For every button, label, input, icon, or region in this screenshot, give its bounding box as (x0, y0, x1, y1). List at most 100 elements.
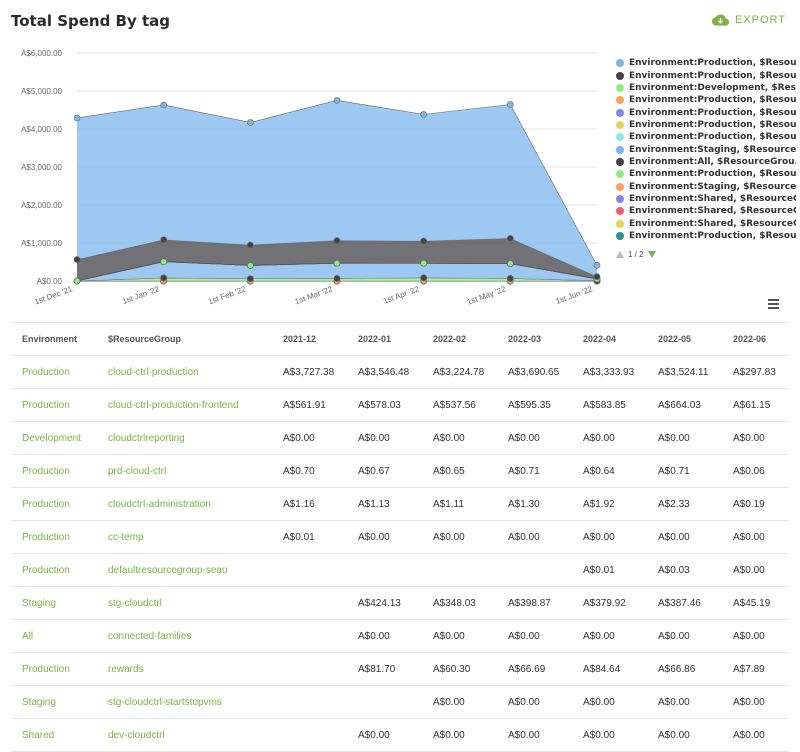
cost-cell: A$583.85 (572, 388, 647, 422)
cost-cell: A$0.00 (497, 520, 572, 554)
cost-cell: A$0.00 (647, 421, 722, 455)
chart-menu-icon[interactable] (768, 299, 779, 309)
legend-item[interactable]: Environment:Shared, $ResourceG... (616, 205, 796, 217)
cost-cell: A$0.00 (422, 685, 497, 719)
legend-item[interactable]: Environment:Shared, $ResourceG... (616, 193, 796, 205)
legend-item[interactable]: Environment:Production, $Resou... (616, 119, 796, 131)
legend-marker-icon (616, 157, 624, 166)
legend-item[interactable]: Environment:Shared, $ResourceG... (616, 217, 796, 229)
data-point (247, 275, 254, 283)
environment-cell[interactable]: Staging (11, 685, 97, 719)
column-header[interactable]: 2022-05 (647, 322, 722, 356)
cost-cell: A$664.03 (647, 388, 722, 422)
column-header[interactable]: $ResourceGroup (97, 322, 272, 356)
cost-cell: A$0.19 (722, 487, 789, 521)
legend-item[interactable]: Environment:Production, $Resou... (616, 168, 796, 180)
resource-group-cell[interactable]: defaultresourcegroup-seau (97, 553, 272, 587)
legend-item[interactable]: Environment:Staging, $Resource... (616, 143, 796, 155)
resource-group-cell[interactable]: rewards (97, 652, 272, 686)
legend-label: Environment:Staging, $Resource... (629, 181, 796, 192)
data-point (593, 273, 601, 280)
cost-cell: A$0.00 (422, 520, 497, 554)
table-header-row: Environment $ResourceGroup 2021-12 2022-01 2… (11, 322, 789, 356)
column-header[interactable]: 2022-06 (722, 322, 789, 356)
environment-cell[interactable]: Shared (11, 718, 97, 752)
cost-cell: A$0.00 (347, 718, 422, 752)
environment-cell[interactable]: Production (11, 652, 97, 686)
resource-group-cell[interactable]: cloudctrlreporting (97, 421, 272, 455)
legend-item[interactable]: Environment:Production, $Resou... (616, 106, 796, 118)
chart-legend: Environment:Production, $Resou... Environ… (616, 57, 796, 242)
legend-item[interactable]: Environment:Production, $Resou... (616, 57, 796, 69)
spend-table: Environment $ResourceGroup 2021-12 2022-01 2… (11, 322, 789, 752)
page-title: Total Spend By tag (11, 12, 171, 30)
cost-cell: A$348.03 (422, 586, 497, 620)
environment-cell[interactable]: Development (11, 421, 97, 455)
resource-group-cell[interactable]: dev-cloudctrl (97, 718, 272, 752)
cost-cell: A$0.00 (272, 421, 347, 455)
environment-cell[interactable]: Production (11, 520, 97, 554)
data-point (507, 275, 514, 282)
legend-item[interactable]: Environment:Production, $Resou... (616, 230, 796, 242)
data-point (247, 262, 254, 269)
cost-cell (272, 586, 347, 620)
environment-cell[interactable]: Production (11, 454, 97, 488)
cost-cell: A$0.00 (572, 619, 647, 653)
legend-item[interactable]: Environment:All, $ResourceGrou... (616, 156, 796, 168)
environment-cell[interactable]: Production (11, 553, 97, 587)
column-header[interactable]: 2022-01 (347, 322, 422, 356)
cost-cell: A$0.00 (347, 421, 422, 455)
cost-cell: A$3,333.93 (572, 355, 647, 389)
data-point (333, 275, 341, 282)
legend-item[interactable]: Environment:Production, $Resou... (616, 94, 796, 106)
resource-group-cell[interactable]: cloudctrl-administration (97, 487, 272, 521)
cost-cell: A$0.01 (272, 520, 347, 554)
cost-cell: A$0.00 (422, 718, 497, 752)
cost-cell: A$424.13 (347, 586, 422, 620)
resource-group-cell[interactable]: cloud-ctrl-production-frontend (97, 388, 272, 422)
legend-marker-icon (616, 219, 624, 228)
data-point (73, 114, 81, 122)
resource-group-cell[interactable]: connected-families (97, 619, 272, 653)
cost-cell: A$0.00 (722, 619, 789, 653)
legend-next-icon[interactable] (647, 251, 656, 258)
resource-group-cell[interactable]: cloud-ctrl-production (97, 355, 272, 389)
column-header[interactable]: 2022-02 (422, 322, 497, 356)
cost-cell: A$0.00 (497, 685, 572, 719)
environment-cell[interactable]: Production (11, 355, 97, 389)
environment-cell[interactable]: Production (11, 388, 97, 422)
cost-cell (272, 619, 347, 653)
legend-item[interactable]: Environment:Staging, $Resource... (616, 180, 796, 192)
resource-group-cell[interactable]: prd-cloud-ctrl (97, 454, 272, 488)
column-header[interactable]: 2021-12 (272, 322, 347, 356)
resource-group-cell[interactable]: cc-temp (97, 520, 272, 554)
legend-label: Environment:Production, $Resou... (629, 169, 796, 180)
table-row: Production rewards A$81.70 A$60.30 A$66.69 A$… (11, 652, 789, 686)
legend-item[interactable]: Environment:Development, $Reso... (616, 82, 796, 94)
legend-label: Environment:Production, $Resou... (629, 58, 796, 69)
environment-cell[interactable]: Staging (11, 586, 97, 620)
legend-prev-icon[interactable] (616, 251, 624, 258)
column-header[interactable]: Environment (11, 322, 97, 356)
cost-cell: A$0.00 (572, 520, 647, 554)
legend-item[interactable]: Environment:Production, $Resou... (616, 69, 796, 81)
cost-cell: A$3,524.11 (647, 355, 722, 389)
series-area (77, 238, 597, 281)
resource-group-cell[interactable]: stg-cloudctrl (97, 586, 272, 620)
cost-cell: A$3,727.38 (272, 355, 347, 389)
table-row: Staging stg-cloudctrl A$424.13 A$348.03 A$39… (11, 586, 789, 620)
cost-cell: A$0.67 (347, 454, 422, 488)
data-point (507, 235, 514, 242)
column-header[interactable]: 2022-04 (572, 322, 647, 356)
data-point (420, 259, 427, 267)
legend-item[interactable]: Environment:Production, $Resou... (616, 131, 796, 143)
cost-cell: A$66.69 (497, 652, 572, 686)
resource-group-cell[interactable]: stg-cloudctrl-startstopvms (97, 685, 272, 719)
column-header[interactable]: 2022-03 (497, 322, 572, 356)
cost-cell (272, 553, 347, 587)
export-button[interactable]: EXPORT (711, 13, 786, 27)
legend-marker-icon (616, 96, 624, 105)
environment-cell[interactable]: All (11, 619, 97, 653)
environment-cell[interactable]: Production (11, 487, 97, 521)
x-tick-label: 1st Mar '22 (294, 284, 335, 306)
